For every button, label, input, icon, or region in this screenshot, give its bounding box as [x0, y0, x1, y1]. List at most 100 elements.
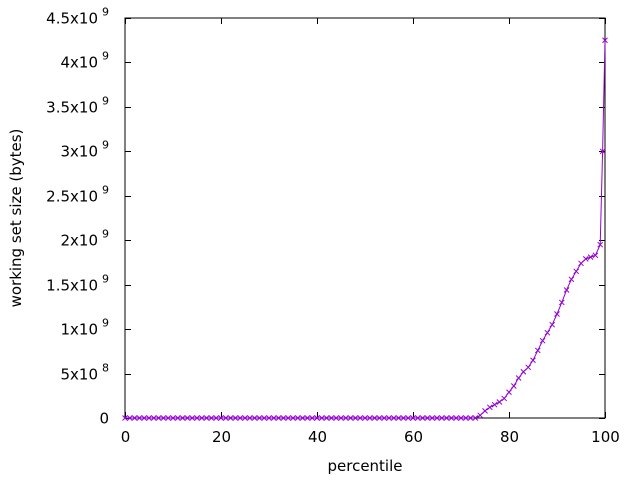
- y-tick-label: 4x10 9: [60, 50, 109, 72]
- data-point: [246, 415, 253, 421]
- data-point: [477, 412, 484, 419]
- data-point: [568, 276, 575, 283]
- data-point: [309, 415, 316, 421]
- data-point: [194, 415, 200, 421]
- data-point: [203, 415, 210, 421]
- x-tick-label: 40: [308, 428, 327, 446]
- data-point: [496, 399, 503, 405]
- data-point: [122, 415, 128, 421]
- data-point: [165, 415, 172, 421]
- plot-frame: [124, 17, 606, 419]
- data-point: [347, 415, 354, 421]
- data-point: [458, 415, 464, 421]
- data-point: [160, 415, 167, 421]
- x-tick-label: 80: [500, 428, 519, 446]
- data-point: [414, 415, 421, 421]
- y-tick-label: 4.5x10 9: [46, 6, 109, 28]
- data-point: [314, 415, 320, 421]
- data-point: [429, 415, 436, 421]
- data-point: [342, 415, 349, 421]
- data-point: [573, 268, 580, 275]
- data-point: [213, 415, 220, 421]
- data-point: [530, 357, 536, 364]
- data-point: [539, 337, 546, 344]
- data-point: [554, 311, 560, 317]
- data-point: [285, 415, 292, 421]
- data-point: [390, 415, 397, 421]
- data-point: [189, 415, 196, 421]
- data-point: [400, 415, 407, 421]
- data-point: [506, 389, 512, 396]
- data-point: [515, 375, 522, 381]
- data-point: [198, 415, 205, 421]
- data-point: [434, 415, 440, 421]
- data-point: [333, 415, 340, 421]
- data-point: [270, 415, 277, 421]
- data-point: [290, 415, 296, 421]
- data-point: [294, 415, 301, 421]
- data-point: [448, 415, 455, 421]
- data-point: [443, 415, 450, 421]
- data-point: [558, 299, 565, 306]
- data-point: [299, 415, 306, 421]
- x-axis: 0 20 40 60 80 100: [121, 18, 620, 446]
- data-point: [501, 395, 508, 402]
- data-point: [486, 404, 493, 411]
- data-point: [261, 415, 268, 421]
- data-point: [328, 415, 335, 421]
- data-point: [304, 415, 311, 421]
- data-point: [251, 415, 258, 421]
- data-point: [592, 252, 599, 259]
- data-point: [232, 415, 239, 421]
- data-point: [376, 415, 383, 421]
- x-tick-label: 60: [404, 428, 423, 446]
- data-point: [136, 415, 143, 421]
- data-point: [150, 415, 157, 421]
- y-tick-label: 3x10 9: [60, 139, 109, 161]
- data-point: [424, 415, 431, 421]
- data-point: [126, 415, 133, 421]
- y-tick-label: 0: [99, 410, 109, 428]
- x-tick-label: 100: [591, 428, 620, 446]
- data-point: [381, 415, 388, 421]
- data-point: [462, 415, 469, 421]
- data-point: [141, 415, 148, 421]
- data-point: [419, 415, 426, 421]
- data-point: [179, 415, 186, 421]
- data-point: [467, 415, 474, 421]
- x-axis-title: percentile: [327, 457, 402, 475]
- data-point: [352, 415, 359, 421]
- data-point: [491, 401, 498, 408]
- data-point: [170, 415, 176, 421]
- data-point: [318, 415, 325, 421]
- data-point: [520, 368, 527, 375]
- data-point: [510, 383, 517, 389]
- data-point: [582, 256, 589, 262]
- y-tick-label: 2x10 9: [60, 228, 109, 250]
- data-point: [410, 415, 416, 421]
- data-point: [155, 415, 162, 421]
- data-point: [482, 408, 488, 414]
- data-point: [544, 329, 551, 336]
- data-point: [184, 415, 191, 421]
- data-point: [266, 415, 272, 421]
- series-layer: [122, 37, 608, 421]
- data-point: [549, 321, 556, 328]
- x-tick-label: 0: [121, 428, 131, 446]
- data-point: [237, 415, 244, 421]
- data-point: [280, 415, 287, 421]
- data-point: [395, 415, 402, 421]
- data-point: [174, 415, 181, 421]
- y-tick-label: 1.5x10 9: [46, 273, 109, 295]
- data-point: [338, 415, 344, 421]
- data-point: [386, 415, 392, 421]
- data-point: [599, 148, 606, 155]
- data-point: [362, 415, 368, 421]
- data-point: [242, 415, 248, 421]
- data-point: [323, 415, 330, 421]
- y-axis-title: working set size (bytes): [7, 129, 25, 308]
- x-tick-label: 20: [212, 428, 231, 446]
- data-point: [405, 415, 412, 421]
- data-point: [371, 415, 378, 421]
